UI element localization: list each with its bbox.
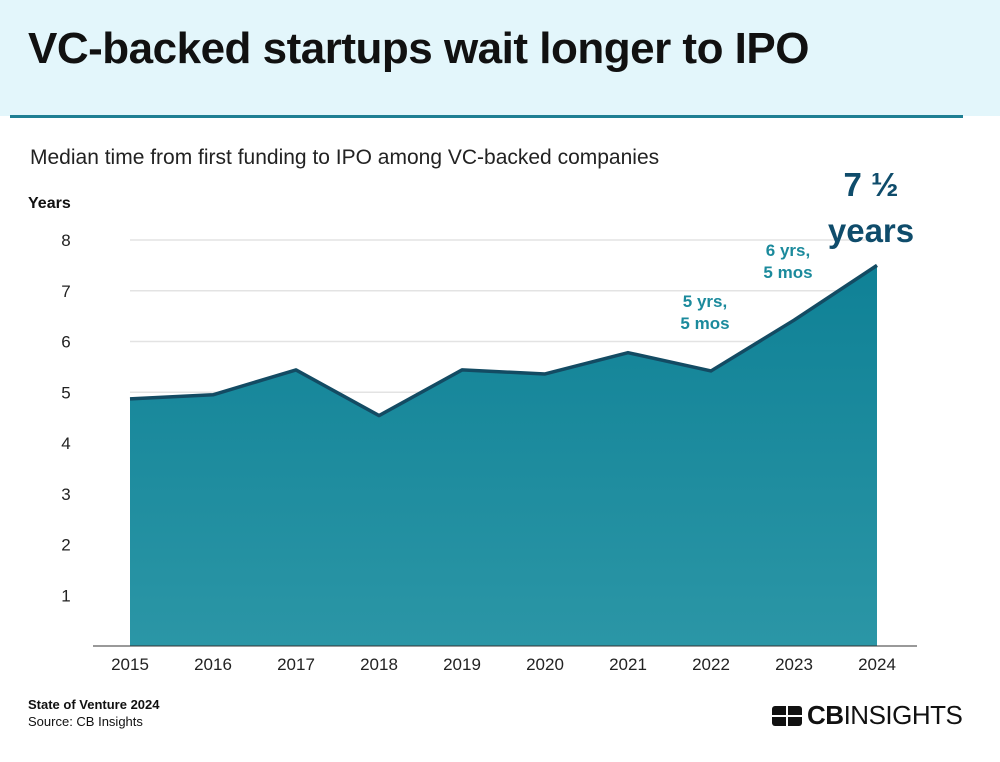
- logo-mark-icon: [772, 705, 802, 726]
- annotation-2022-line1: 5 yrs,: [683, 292, 727, 311]
- source-note: Source: CB Insights: [28, 714, 143, 729]
- cb-insights-logo: CBINSIGHTS: [772, 700, 963, 731]
- x-tick-label: 2018: [360, 655, 398, 674]
- y-tick-label: 1: [61, 586, 70, 605]
- y-tick-label: 7: [61, 282, 70, 301]
- annotation-2023-line1: 6 yrs,: [766, 241, 810, 260]
- report-name: State of Venture 2024: [28, 697, 160, 712]
- area-fill: [130, 265, 877, 646]
- y-axis-label: Years: [28, 195, 71, 212]
- chart-subtitle: Median time from first funding to IPO am…: [30, 146, 660, 169]
- x-tick-label: 2023: [775, 655, 813, 674]
- chart-title: VC-backed startups wait longer to IPO: [28, 24, 809, 73]
- y-tick-label: 2: [61, 536, 70, 555]
- annotation-2024-line1: 7 ½: [843, 166, 898, 203]
- x-tick-label: 2020: [526, 655, 564, 674]
- logo-bold: CB: [807, 700, 844, 730]
- y-tick-label: 4: [61, 434, 70, 453]
- annotation-2022-line2: 5 mos: [680, 314, 729, 333]
- y-tick-label: 5: [61, 383, 70, 402]
- x-tick-label: 2022: [692, 655, 730, 674]
- x-tick-label: 2024: [858, 655, 896, 674]
- x-tick-label: 2021: [609, 655, 647, 674]
- y-tick-label: 8: [61, 231, 70, 250]
- x-tick-label: 2017: [277, 655, 315, 674]
- x-tick-label: 2015: [111, 655, 149, 674]
- header-divider: [10, 115, 963, 118]
- x-tick-label: 2016: [194, 655, 232, 674]
- series-line: [129, 263, 878, 418]
- x-tick-label: 2019: [443, 655, 481, 674]
- logo-regular: INSIGHTS: [843, 700, 963, 730]
- header-banner: VC-backed startups wait longer to IPO: [0, 0, 1000, 116]
- annotation-2024-line2: years: [828, 212, 914, 249]
- y-tick-label: 6: [61, 333, 70, 352]
- y-tick-label: 3: [61, 485, 70, 504]
- annotation-2023-line2: 5 mos: [763, 263, 812, 282]
